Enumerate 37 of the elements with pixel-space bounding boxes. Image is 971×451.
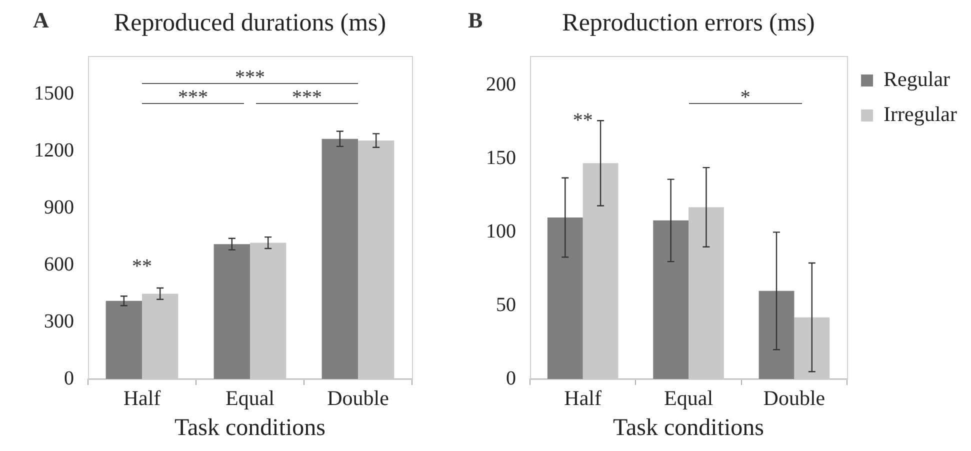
legend-label: Irregular: [884, 102, 958, 126]
x-tick-label: Half: [564, 386, 602, 410]
x-tick-label: Equal: [226, 386, 275, 410]
x-tick-label: Double: [763, 386, 826, 410]
y-tick-label: 150: [486, 147, 516, 170]
x-axis-title: Task conditions: [174, 414, 326, 441]
chart-title: Reproduced durations (ms): [114, 10, 386, 37]
annotation: *: [740, 86, 750, 108]
x-axis-title: Task conditions: [613, 414, 764, 441]
annotation: ***: [235, 66, 265, 89]
legend-label: Regular: [884, 67, 950, 92]
y-tick-label: 200: [486, 74, 516, 96]
bar: [214, 244, 250, 379]
y-tick-label: 1500: [34, 82, 74, 104]
text: B: [468, 8, 483, 33]
y-tick-label: 0: [64, 367, 74, 390]
chart-title: Reproduction errors (ms): [562, 10, 815, 37]
x-tick-label: Double: [327, 386, 389, 410]
y-tick-label: 300: [44, 310, 74, 332]
bar: [322, 138, 358, 379]
y-tick-label: 50: [496, 294, 516, 316]
annotation: ***: [178, 86, 208, 108]
x-tick-label: Equal: [664, 386, 714, 410]
annotation: **: [132, 256, 152, 278]
y-tick-label: 900: [44, 196, 74, 218]
bar: [547, 218, 583, 379]
bar: [106, 300, 142, 379]
text: A: [33, 8, 49, 33]
annotation: **: [572, 110, 593, 132]
y-tick-label: 1200: [34, 139, 74, 162]
y-tick-label: 0: [506, 367, 516, 390]
y-tick-label: 100: [486, 220, 516, 242]
annotation: ***: [292, 86, 322, 108]
y-tick-label: 600: [44, 253, 74, 276]
bar: [758, 290, 794, 379]
bar: [653, 220, 689, 379]
x-tick-label: Half: [123, 386, 161, 410]
